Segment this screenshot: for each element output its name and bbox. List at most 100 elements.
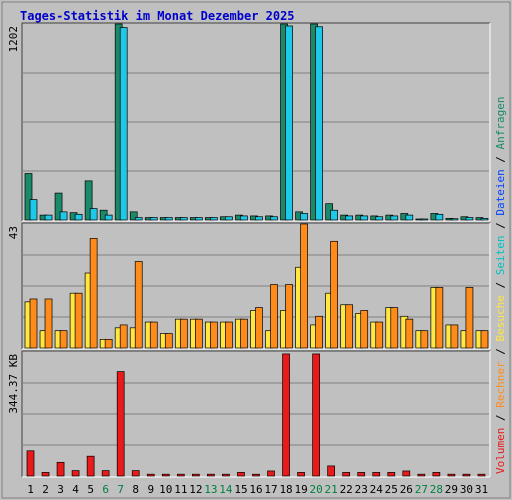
bar-rechner-day-30 [465, 287, 474, 349]
bar-volumen-day-17 [267, 470, 275, 477]
bar-anfragen-day-1 [24, 173, 33, 221]
x-tick-label: 17 [264, 483, 277, 496]
bar-rechner-day-1 [29, 298, 38, 349]
x-tick-label: 13 [204, 483, 217, 496]
bar-volumen-day-4 [71, 470, 80, 477]
bar-volumen-day-24 [372, 472, 381, 477]
bar-dateien-day-15 [240, 215, 248, 221]
x-tick-label: 26 [400, 483, 413, 496]
x-tick-label: 30 [460, 483, 473, 496]
bar-dateien-day-23 [360, 215, 369, 221]
bar-volumen-day-13 [207, 473, 215, 477]
legend-part: / [494, 408, 507, 428]
bar-rechner-day-6 [104, 338, 113, 349]
bar-rechner-day-20 [315, 315, 323, 349]
bar-dateien-day-27 [420, 218, 429, 221]
bar-volumen-day-31 [477, 473, 486, 477]
bar-volumen-day-11 [176, 473, 185, 477]
bar-dateien-day-11 [179, 217, 188, 221]
x-tick-label: 21 [325, 483, 338, 496]
bar-rechner-day-14 [225, 321, 233, 349]
x-tick-label: 11 [174, 483, 187, 496]
legend-part: Volumen [494, 428, 507, 474]
legend-part: Besuche [494, 295, 507, 341]
bar-rechner-day-28 [435, 287, 444, 349]
legend-part: Dateien [494, 169, 507, 215]
x-tick-label: 31 [475, 483, 488, 496]
bar-dateien-day-5 [89, 208, 98, 221]
bar-rechner-day-8 [134, 261, 143, 349]
bar-dateien-day-17 [270, 216, 278, 221]
bar-dateien-day-7 [119, 27, 128, 221]
x-tick-label: 10 [159, 483, 172, 496]
bar-dateien-day-13 [210, 217, 218, 221]
bar-volumen-day-21 [327, 465, 335, 477]
bar-volumen-day-10 [161, 473, 170, 477]
bar-anfragen-day-8 [129, 211, 138, 221]
x-tick-label: 4 [72, 483, 79, 496]
bar-volumen-day-19 [297, 472, 305, 477]
bar-dateien-day-26 [405, 214, 414, 221]
bar-rechner-day-26 [405, 318, 414, 349]
x-tick-label: 18 [279, 483, 292, 496]
legend-part: / [494, 216, 507, 236]
x-tick-label: 29 [445, 483, 458, 496]
bar-dateien-day-21 [330, 209, 338, 221]
bar-rechner-day-5 [89, 238, 98, 349]
bar-volumen-day-14 [222, 473, 230, 477]
bar-volumen-day-20 [312, 353, 320, 477]
bar-rechner-day-12 [195, 318, 203, 349]
bar-volumen-day-18 [282, 353, 290, 477]
bar-rechner-day-9 [149, 321, 158, 349]
x-tick-label: 9 [147, 483, 154, 496]
x-tick-label: 5 [87, 483, 94, 496]
bar-volumen-day-3 [56, 461, 65, 477]
x-tick-label: 8 [132, 483, 139, 496]
panel-besuche-seiten-rechner: 43 [7, 222, 491, 350]
x-tick-label: 12 [189, 483, 202, 496]
bar-rechner-day-13 [210, 321, 218, 349]
y-max-label: 1202 [7, 26, 20, 53]
bar-volumen-day-2 [41, 472, 50, 477]
bar-volumen-day-15 [237, 472, 245, 477]
bar-rechner-day-23 [360, 310, 369, 349]
bar-volumen-day-30 [462, 473, 471, 477]
bar-dateien-day-12 [195, 217, 203, 221]
bar-dateien-day-18 [285, 25, 293, 221]
bar-rechner-day-2 [44, 298, 53, 349]
bar-rechner-day-29 [450, 324, 459, 349]
bar-volumen-day-25 [387, 472, 396, 477]
legend-part: / [494, 342, 507, 362]
bar-dateien-day-14 [225, 216, 233, 221]
bar-dateien-day-29 [450, 218, 459, 221]
bar-rechner-day-7 [119, 324, 128, 349]
series-legend-vertical: Volumen / Rechner / Besuche / Seiten / D… [494, 96, 507, 474]
bar-volumen-day-5 [86, 455, 95, 477]
bar-dateien-day-3 [59, 211, 68, 221]
bar-volumen-day-16 [252, 473, 260, 477]
x-tick-label: 2 [42, 483, 49, 496]
bar-rechner-day-21 [330, 240, 338, 349]
x-tick-label: 16 [249, 483, 262, 496]
chart-title: Tages-Statistik im Monat Dezember 2025 [20, 9, 295, 23]
bar-dateien-day-16 [255, 216, 263, 221]
bar-volumen-day-1 [26, 450, 35, 477]
bar-volumen-day-9 [146, 473, 155, 477]
bar-dateien-day-22 [345, 215, 354, 221]
legend-part: / [494, 275, 507, 295]
bar-volumen-day-27 [417, 473, 426, 477]
bar-rechner-day-16 [255, 307, 263, 349]
bar-rechner-day-24 [375, 321, 384, 349]
x-tick-label: 6 [102, 483, 109, 496]
bar-dateien-day-25 [390, 215, 399, 221]
x-tick-label: 7 [117, 483, 124, 496]
y-max-label: 344.37 KB [7, 354, 20, 414]
bar-rechner-day-25 [390, 307, 399, 349]
legend-part: / [494, 149, 507, 169]
bar-dateien-day-30 [465, 217, 474, 221]
legend-part: Rechner [494, 361, 507, 408]
bar-dateien-day-10 [164, 217, 173, 221]
bar-dateien-day-28 [435, 213, 444, 221]
